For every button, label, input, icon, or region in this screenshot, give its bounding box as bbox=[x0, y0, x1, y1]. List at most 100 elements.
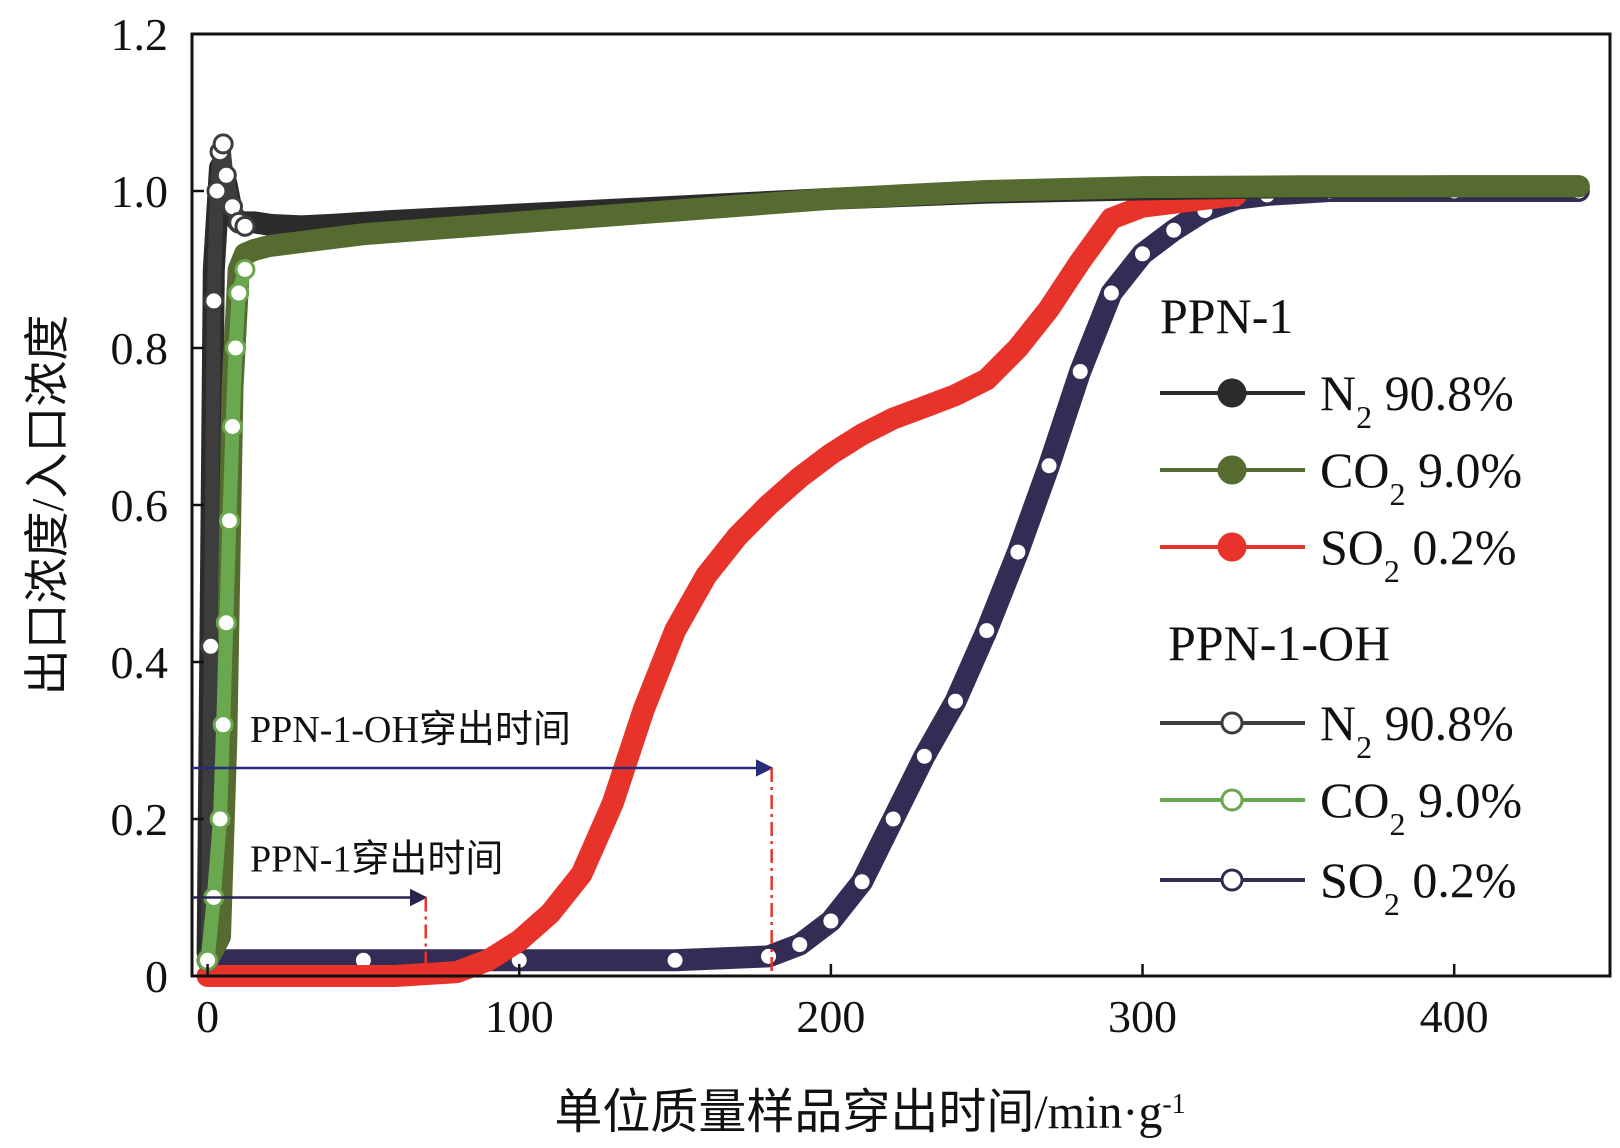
legend-marker bbox=[1217, 378, 1247, 408]
legend-label: N2 90.8% bbox=[1320, 365, 1514, 435]
data-point bbox=[352, 223, 374, 245]
x-tick-label: 100 bbox=[485, 991, 554, 1042]
series-layer bbox=[196, 133, 1590, 987]
data-point bbox=[200, 635, 222, 657]
data-point bbox=[913, 396, 935, 418]
legend-label: N2 90.8% bbox=[1320, 695, 1514, 765]
data-point bbox=[1038, 455, 1060, 477]
data-point bbox=[215, 612, 237, 634]
data-point bbox=[209, 808, 231, 830]
data-point bbox=[851, 871, 873, 893]
y-tick-label: 0.8 bbox=[111, 323, 169, 374]
data-point bbox=[664, 949, 686, 971]
legend-marker bbox=[1217, 532, 1247, 562]
x-axis-label-superscript: -1 bbox=[1162, 1089, 1185, 1120]
annotation-layer: PPN-1-OH穿出时间 PPN-1穿出时间 bbox=[192, 709, 774, 976]
data-point bbox=[539, 902, 561, 924]
breakthrough-label: PPN-1穿出时间 bbox=[250, 839, 503, 881]
axis-ticks: 0 100 200 300 400 0 0.2 0.4 0.6 0.8 1.0 1.2 bbox=[111, 9, 1489, 1042]
data-point bbox=[602, 792, 624, 814]
legend-label: CO2 9.0% bbox=[1320, 442, 1522, 512]
data-point bbox=[203, 290, 225, 312]
data-point bbox=[945, 690, 967, 712]
series-line bbox=[200, 262, 252, 968]
data-point bbox=[1163, 219, 1185, 241]
data-point bbox=[1568, 175, 1590, 197]
data-point bbox=[259, 214, 281, 236]
data-point bbox=[820, 910, 842, 932]
x-tick-label: 400 bbox=[1420, 991, 1489, 1042]
series-line bbox=[196, 183, 1247, 987]
y-axis-label: 出口浓度/入口浓度 bbox=[22, 315, 73, 696]
data-point bbox=[882, 808, 904, 830]
legend-gas: CO bbox=[1320, 442, 1389, 498]
data-point bbox=[259, 235, 281, 257]
data-point bbox=[212, 133, 234, 155]
data-point bbox=[789, 934, 811, 956]
data-point bbox=[228, 282, 250, 304]
data-point bbox=[758, 494, 780, 516]
data-point bbox=[1443, 175, 1465, 197]
data-point bbox=[508, 211, 530, 233]
legend-subscript: 2 bbox=[1389, 806, 1405, 842]
data-point bbox=[218, 510, 240, 532]
legend-gas: N bbox=[1320, 695, 1356, 751]
data-point bbox=[913, 745, 935, 767]
legend-value: 90.8% bbox=[1372, 365, 1514, 421]
data-point bbox=[212, 714, 234, 736]
legend-marker bbox=[1217, 455, 1247, 485]
data-point bbox=[234, 215, 256, 237]
legend-gas: SO bbox=[1320, 852, 1384, 908]
data-point bbox=[820, 443, 842, 465]
data-point bbox=[508, 930, 530, 952]
legend-marker bbox=[1220, 788, 1244, 812]
data-point bbox=[215, 164, 237, 186]
legend-value: 9.0% bbox=[1405, 772, 1522, 828]
legend-gas: SO bbox=[1320, 519, 1384, 575]
legend-subscript: 2 bbox=[1356, 399, 1372, 435]
data-point bbox=[571, 863, 593, 885]
legend-value: 0.2% bbox=[1400, 852, 1517, 908]
data-point bbox=[1287, 175, 1309, 197]
data-point bbox=[1132, 176, 1154, 198]
x-axis-label-text: 单位质量样品穿出时间/min·g bbox=[554, 1086, 1162, 1139]
legend-label: SO2 0.2% bbox=[1320, 519, 1517, 589]
data-point bbox=[234, 259, 256, 280]
data-point bbox=[726, 525, 748, 547]
legend-label: SO2 0.2% bbox=[1320, 852, 1517, 922]
data-point bbox=[1069, 251, 1091, 273]
legend-subscript: 2 bbox=[1356, 729, 1372, 765]
legend: PPN-1N2 90.8%CO2 9.0%SO2 0.2%PPN-1-OHN2 … bbox=[1160, 288, 1522, 922]
data-point bbox=[976, 620, 998, 642]
y-tick-label: 1.0 bbox=[111, 166, 169, 217]
data-point bbox=[976, 368, 998, 390]
y-tick-label: 0.6 bbox=[111, 480, 169, 531]
data-point bbox=[695, 565, 717, 587]
data-point bbox=[290, 231, 312, 253]
x-tick-label: 0 bbox=[196, 991, 219, 1042]
data-point bbox=[851, 423, 873, 445]
data-point bbox=[206, 180, 228, 202]
data-point bbox=[222, 416, 244, 437]
data-point bbox=[758, 945, 780, 967]
legend-subscript: 2 bbox=[1389, 476, 1405, 512]
legend-subscript: 2 bbox=[1384, 886, 1400, 922]
data-point bbox=[1069, 361, 1091, 383]
legend-marker bbox=[1220, 711, 1244, 735]
data-point bbox=[882, 408, 904, 430]
legend-subscript: 2 bbox=[1384, 553, 1400, 589]
data-point bbox=[1100, 282, 1122, 304]
y-tick-label: 0.4 bbox=[111, 637, 169, 688]
data-point bbox=[1007, 541, 1029, 563]
data-point bbox=[945, 384, 967, 406]
breakthrough-label: PPN-1-OH穿出时间 bbox=[250, 709, 571, 751]
y-tick-label: 0.2 bbox=[111, 794, 169, 845]
data-point bbox=[664, 200, 686, 222]
x-tick-label: 300 bbox=[1108, 991, 1177, 1042]
legend-label: CO2 9.0% bbox=[1320, 772, 1522, 842]
x-tick-label: 200 bbox=[796, 991, 865, 1042]
legend-value: 90.8% bbox=[1372, 695, 1514, 751]
y-tick-label: 0 bbox=[145, 951, 168, 1002]
legend-group-title: PPN-1-OH bbox=[1168, 615, 1390, 671]
